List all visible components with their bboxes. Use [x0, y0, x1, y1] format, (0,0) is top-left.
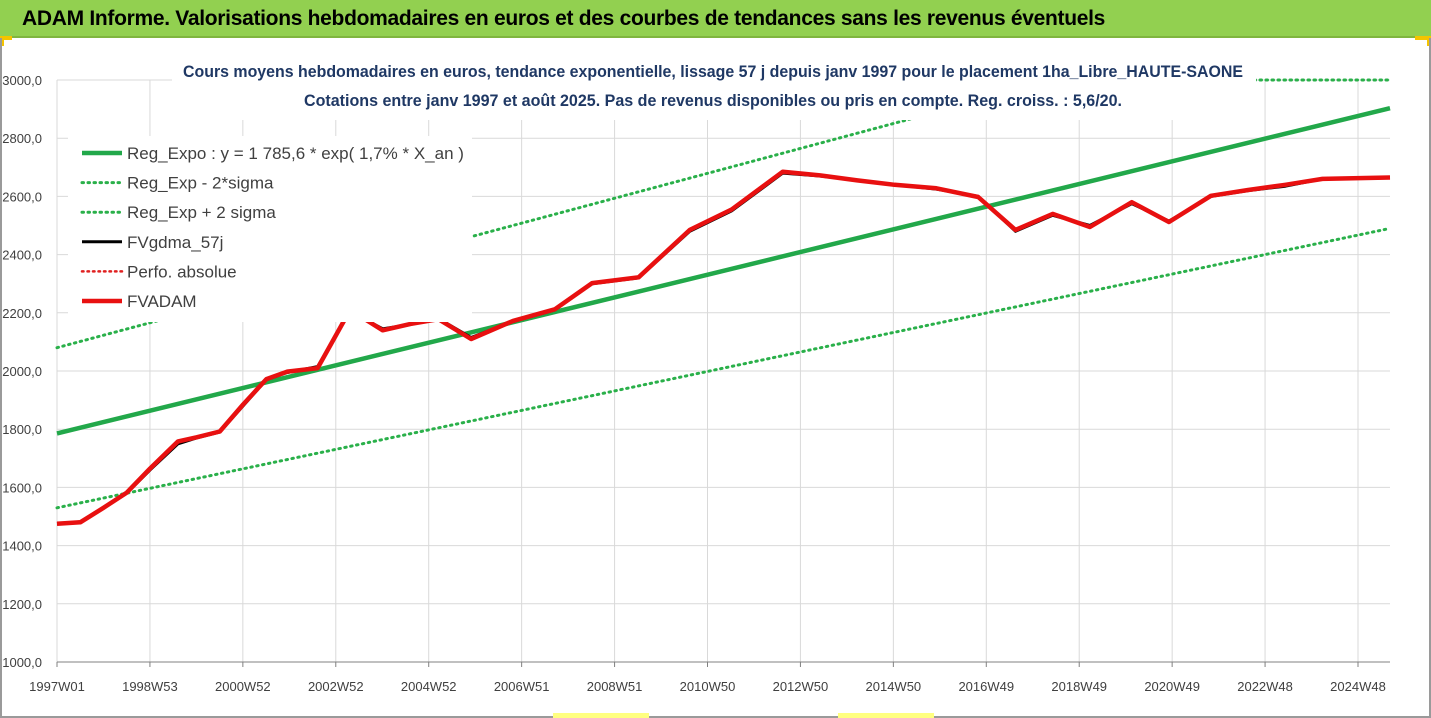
- corner-marker-top-left: [0, 36, 12, 40]
- x-tick-label: 1998W53: [122, 679, 178, 694]
- x-tick-label: 2022W48: [1237, 679, 1293, 694]
- sheet-tab-marker-2: [838, 713, 934, 718]
- legend-label: Reg_Expo : y = 1 785,6 * exp( 1,7% * X_a…: [127, 144, 464, 163]
- y-tick-label: 2800,0: [2, 131, 42, 146]
- y-tick-label: 1400,0: [2, 539, 42, 554]
- corner-marker-top-right: [1415, 36, 1431, 40]
- y-tick-label: 1000,0: [2, 655, 42, 670]
- x-tick-label: 2010W50: [680, 679, 736, 694]
- x-tick-label: 2012W50: [773, 679, 829, 694]
- y-tick-label: 1200,0: [2, 597, 42, 612]
- y-tick-label: 1800,0: [2, 422, 42, 437]
- legend-label: FVADAM: [127, 292, 197, 311]
- corner-marker-top-left-vertical: [0, 36, 4, 46]
- legend-label: Perfo. absolue: [127, 262, 237, 281]
- x-tick-label: 2020W49: [1144, 679, 1200, 694]
- legend-label: Reg_Exp - 2*sigma: [127, 174, 274, 193]
- y-tick-label: 2400,0: [2, 248, 42, 263]
- legend-label: FVgdma_57j: [127, 233, 223, 252]
- legend: Reg_Expo : y = 1 785,6 * exp( 1,7% * X_a…: [80, 144, 464, 311]
- page-title: ADAM Informe. Valorisations hebdomadaire…: [22, 7, 1106, 30]
- y-tick-label: 3000,0: [2, 73, 42, 88]
- series-line-0: [56, 106, 1391, 436]
- y-tick-label: 2600,0: [2, 189, 42, 204]
- x-tick-label: 1997W01: [29, 679, 85, 694]
- x-tick-label: 2014W50: [866, 679, 922, 694]
- legend-background: [68, 136, 472, 322]
- chart-frame: [0, 38, 1431, 718]
- x-tick-label: 2018W49: [1051, 679, 1107, 694]
- axis-layer: 1000,0 1200,0 1400,0 1600,0 1800,0 2000,0 2200…: [2, 73, 1390, 694]
- y-tick-label: 2000,0: [2, 364, 42, 379]
- chart-title-line1: Cours moyens hebdomadaires en euros, ten…: [183, 63, 1243, 81]
- y-tick-label: 1600,0: [2, 480, 42, 495]
- header-bar: ADAM Informe. Valorisations hebdomadaire…: [0, 0, 1431, 38]
- title-background: [172, 58, 1256, 120]
- y-tick-label: 2200,0: [2, 306, 42, 321]
- x-tick-label: 2008W51: [587, 679, 643, 694]
- x-tick-label: 2000W52: [215, 679, 271, 694]
- x-tick-label: 2024W48: [1330, 679, 1386, 694]
- series-line-1: [55, 226, 1392, 510]
- x-tick-label: 2002W52: [308, 679, 364, 694]
- legend-label: Reg_Exp + 2 sigma: [127, 203, 276, 222]
- x-tick-label: 2006W51: [494, 679, 550, 694]
- x-tick-label: 2004W52: [401, 679, 457, 694]
- chart-title-line2: Cotations entre janv 1997 et août 2025. …: [304, 92, 1122, 110]
- x-tick-label: 2016W49: [958, 679, 1014, 694]
- sheet-tab-marker-1: [553, 713, 649, 718]
- series-line-4: [56, 169, 1391, 527]
